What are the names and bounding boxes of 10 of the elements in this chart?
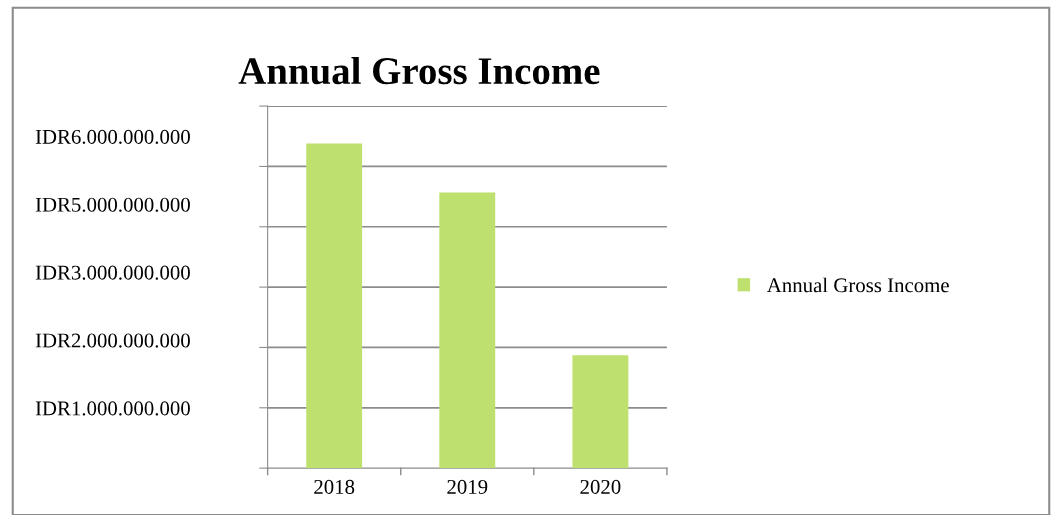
text: IDR2.000.000.000	[35, 333, 190, 348]
x-tick-label: 2018	[314, 479, 355, 494]
text: IDR3.000.000.000	[35, 265, 190, 280]
chart-title: Annual Gross Income	[238, 56, 600, 85]
legend-label: Annual Gross Income	[766, 277, 949, 293]
text: IDR1.000.000.000	[35, 401, 190, 416]
text: IDR5.000.000.000	[35, 197, 190, 212]
x-tick-label: 2020	[580, 479, 621, 494]
text: IDR6.000.000.000	[35, 129, 190, 144]
x-tick-label: 2019	[447, 479, 488, 494]
